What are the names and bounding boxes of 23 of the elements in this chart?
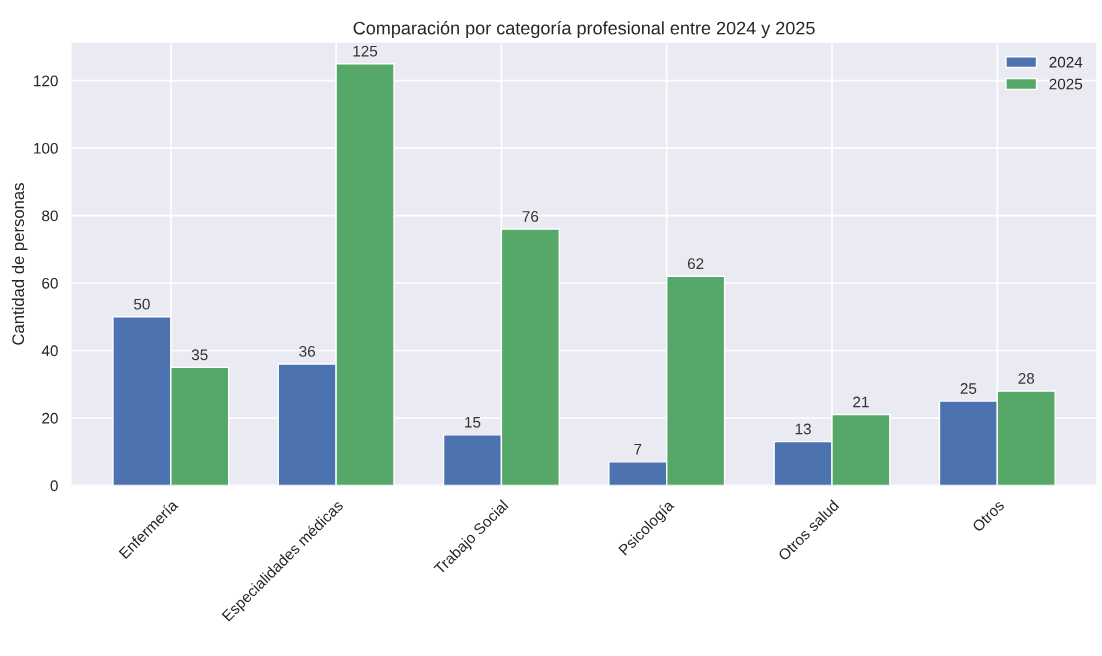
data-label: 36 — [299, 345, 316, 357]
y-tick-label: 0 — [50, 480, 58, 492]
data-label: 76 — [522, 211, 539, 222]
data-label: 50 — [134, 298, 150, 310]
y-tick-label: 120 — [34, 75, 58, 87]
data-label: 25 — [960, 383, 977, 394]
data-label: 15 — [465, 416, 481, 428]
y-tick-label: 60 — [42, 277, 58, 289]
y-tick-label: 80 — [42, 210, 58, 222]
data-label: 13 — [795, 423, 811, 435]
data-label: 62 — [687, 258, 704, 270]
data-label: 125 — [353, 45, 378, 57]
y-axis-title: Cantidad de personas — [11, 183, 28, 345]
legend-label: 2024 — [1049, 56, 1083, 68]
data-label: 28 — [1018, 372, 1035, 384]
legend-label: 2025 — [1049, 78, 1083, 90]
data-label: 7 — [634, 443, 642, 455]
y-tick-label: 20 — [42, 412, 58, 424]
data-label: 21 — [853, 396, 869, 408]
y-tick-label: 40 — [41, 345, 58, 357]
chart-title: Comparación por categoría profesional entre 2024 y 2025 — [353, 21, 815, 39]
y-tick-label: 100 — [34, 142, 58, 154]
data-label: 35 — [191, 349, 208, 361]
